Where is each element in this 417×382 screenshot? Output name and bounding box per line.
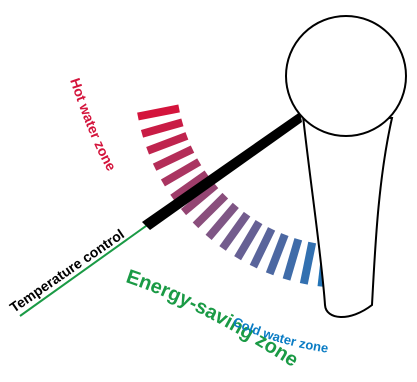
scale-bar: [140, 118, 184, 138]
scale-bar: [170, 170, 210, 202]
scale-bar: [180, 182, 219, 216]
energy-saving-zone-label: Energy-saving zone: [123, 266, 302, 372]
faucet-knob[interactable]: [285, 15, 407, 137]
scale-bar: [137, 104, 180, 121]
scale-bar: [219, 211, 251, 251]
scale-bar: [146, 132, 189, 155]
scale-bar: [249, 227, 276, 269]
temperature-lever[interactable]: [142, 112, 302, 230]
scale-bar: [234, 220, 263, 261]
scale-bar: [265, 233, 289, 276]
faucet-handle[interactable]: [301, 114, 394, 318]
scale-bar: [192, 192, 229, 229]
hot-water-zone-label: Hot water zone: [67, 76, 120, 174]
scale-bar: [205, 202, 239, 240]
scale-bar: [282, 238, 303, 281]
scale-bar: [152, 145, 195, 171]
scale-bar: [160, 158, 202, 187]
scale-bar: [299, 241, 317, 285]
temperature-control-label: Temperature control: [7, 226, 127, 316]
